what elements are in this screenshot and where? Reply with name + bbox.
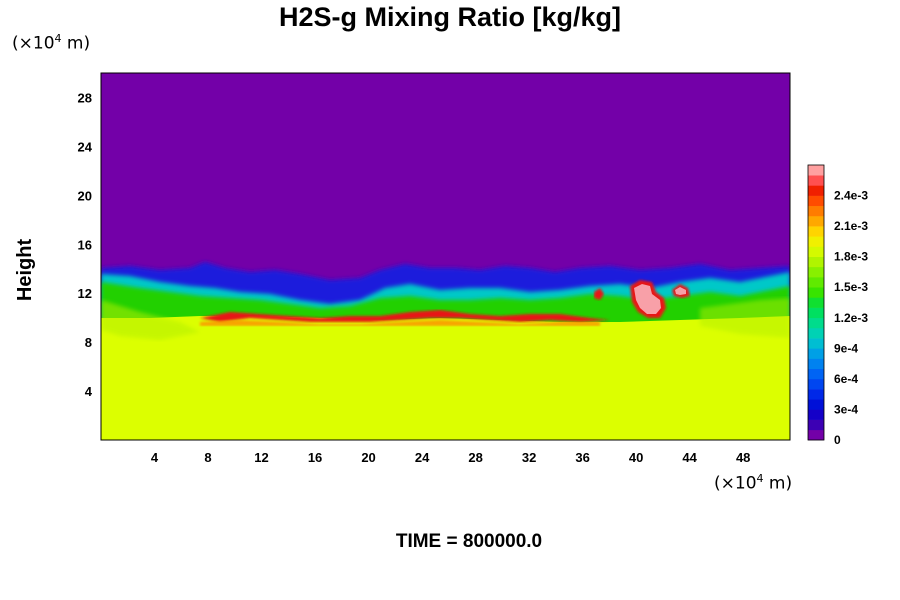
time-annotation: TIME = 800000.0: [395, 531, 543, 552]
colorbar-swatch-25: [808, 175, 824, 186]
colorbar-swatch-22: [808, 205, 824, 217]
colorbar-swatch-1: [808, 419, 824, 431]
colorbar-tick-label-1: 3e-4: [834, 402, 858, 416]
colorbar-swatch-12: [808, 307, 824, 319]
colorbar-ticks: 0 3e-4 6e-4 9e-4 1.2e-3 1.5e-3 1.8e-3 2.1e-3 2.4…: [834, 189, 868, 447]
colorbar-tick-label-7: 2.1e-3: [834, 219, 868, 233]
chart-title: H2S-g Mixing Ratio [kg/kg]: [278, 2, 621, 32]
x-tick-label-8: 36: [575, 450, 589, 465]
colorbar-swatch-15: [808, 277, 824, 288]
colorbar-swatch-14: [808, 287, 824, 298]
colorbar-swatch-10: [808, 327, 824, 339]
colorbar-swatch-4: [808, 389, 824, 400]
colorbar-tick-label-6: 1.8e-3: [834, 250, 868, 264]
x-tick-label-0: 4: [151, 450, 159, 465]
colorbar-swatch-26: [808, 165, 824, 176]
y-tick-label-1: 8: [85, 335, 92, 350]
y-tick-label-3: 16: [78, 237, 92, 252]
colorbar-swatch-9: [808, 338, 824, 349]
colorbar-frame: [807, 164, 825, 441]
colorbar-swatch-13: [808, 297, 824, 308]
heatmap-field: [101, 73, 790, 440]
x-tick-label-3: 16: [308, 450, 322, 465]
colorbar-swatch-17: [808, 256, 824, 268]
colorbar-swatch-11: [808, 317, 824, 329]
y-axis-ticks: 4 8 12 16 20 24 28: [78, 90, 93, 399]
colorbar-tick-label-0: 0: [834, 433, 841, 447]
colorbar-swatch-16: [808, 266, 824, 278]
x-tick-label-7: 32: [522, 450, 536, 465]
colorbar-swatch-23: [808, 195, 824, 207]
colorbar: [807, 164, 825, 441]
y-tick-label-5: 24: [78, 139, 93, 154]
plot-frame: [100, 72, 791, 441]
y-tick-label-0: 4: [85, 384, 93, 399]
y-tick-label-4: 20: [78, 188, 92, 203]
colorbar-tick-label-5: 1.5e-3: [834, 280, 868, 294]
colorbar-tick-label-2: 6e-4: [834, 372, 858, 386]
colorbar-swatch-20: [808, 226, 824, 237]
colorbar-swatch-18: [808, 246, 824, 257]
colorbar-swatch-2: [808, 409, 824, 420]
colorbar-swatch-8: [808, 348, 824, 359]
x-tick-label-11: 48: [736, 450, 750, 465]
colorbar-swatch-24: [808, 185, 824, 196]
colorbar-tick-label-8: 2.4e-3: [834, 189, 868, 203]
colorbar-tick-label-4: 1.2e-3: [834, 311, 868, 325]
y-tick-label-2: 12: [78, 286, 92, 301]
x-tick-label-6: 28: [468, 450, 482, 465]
colorbar-swatch-19: [808, 236, 824, 247]
x-axis-ticks: 4 8 12 16 20 24 28 32 36 40 44 48: [151, 450, 751, 465]
x-tick-label-4: 20: [361, 450, 375, 465]
colorbar-swatch-0: [808, 429, 824, 441]
colorbar-swatch-7: [808, 358, 824, 370]
y-unit-label: (×104 m): [12, 32, 91, 54]
colorbar-swatch-6: [808, 368, 824, 380]
colorbar-swatch-5: [808, 378, 824, 390]
colorbar-tick-label-3: 9e-4: [834, 341, 858, 355]
colorbar-swatch-21: [808, 215, 824, 227]
colorbar-swatch-3: [808, 399, 824, 410]
x-unit-label: (×104 m): [714, 472, 793, 494]
x-tick-label-1: 8: [204, 450, 211, 465]
x-tick-label-10: 44: [682, 450, 697, 465]
x-tick-label-5: 24: [415, 450, 430, 465]
x-tick-label-2: 12: [254, 450, 268, 465]
x-tick-label-9: 40: [629, 450, 643, 465]
y-tick-label-6: 28: [78, 90, 92, 105]
